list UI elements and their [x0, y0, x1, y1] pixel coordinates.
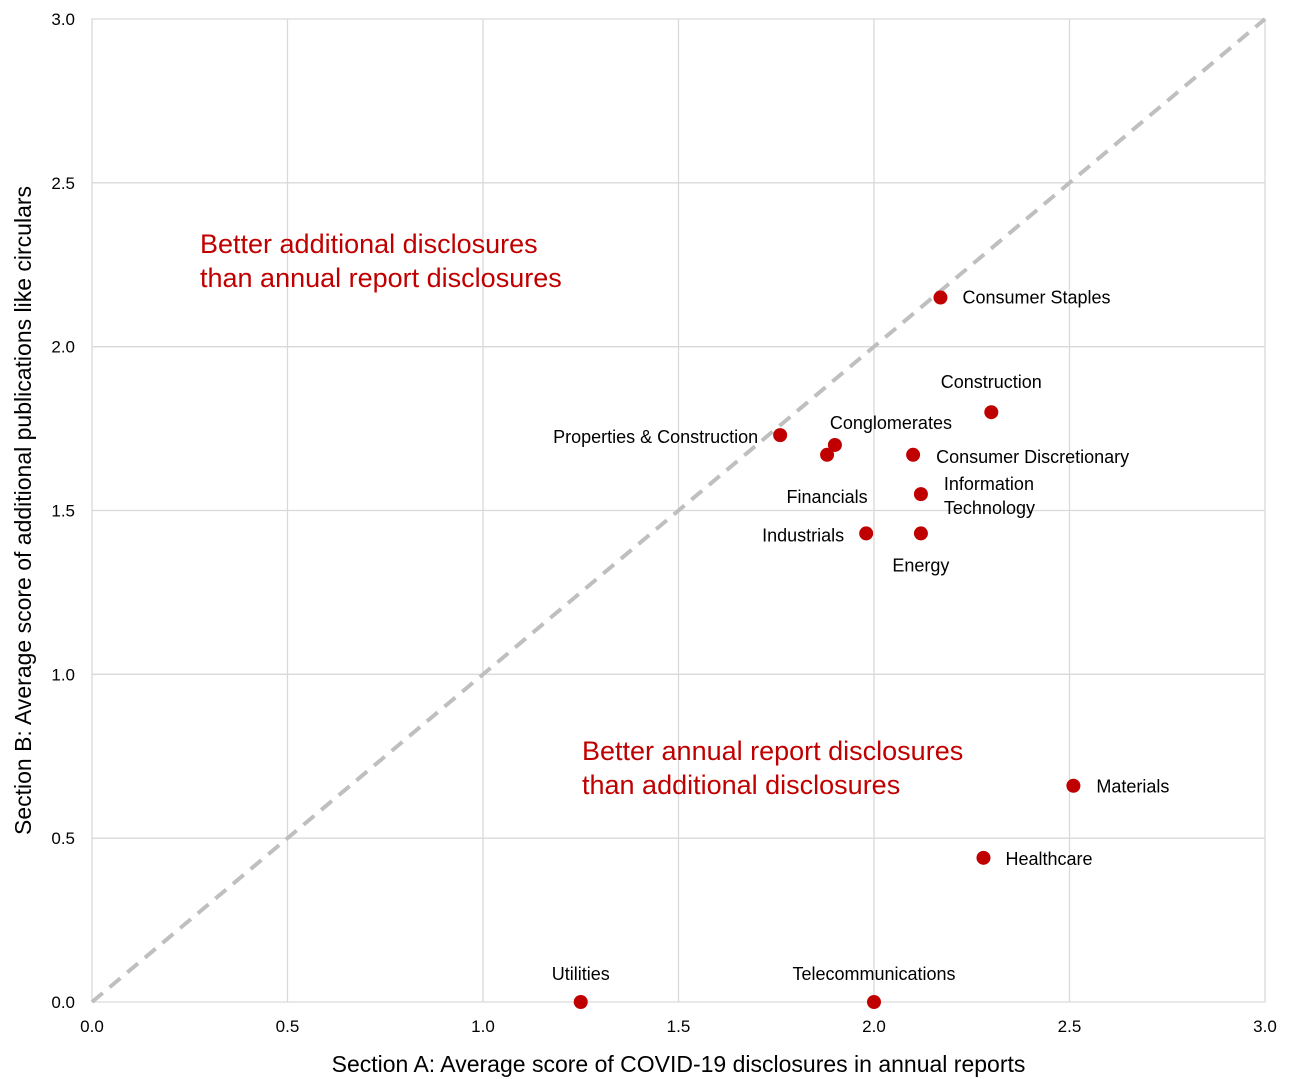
- x-tick-label: 2.0: [862, 1017, 886, 1036]
- x-tick-label: 2.5: [1058, 1017, 1082, 1036]
- region-annotation: Better additional disclosures than annual…: [200, 229, 562, 293]
- data-point-labels: Consumer Staples Construction Properties &…: [552, 288, 1170, 984]
- x-axis-title: Section A: Average score of COVID-19 dis…: [332, 1051, 1026, 1077]
- data-point-label-line: Construction: [941, 372, 1042, 392]
- region-annotation: Better annual report disclosures than add…: [582, 736, 963, 800]
- data-point-label: Energy: [892, 555, 949, 575]
- region-annotation-line: Better annual report disclosures: [582, 736, 963, 766]
- data-point-label: Construction: [941, 372, 1042, 392]
- data-point-label-line: Industrials: [762, 525, 844, 545]
- region-annotation-line: than additional disclosures: [582, 770, 900, 800]
- data-point-label-line: Utilities: [552, 964, 610, 984]
- data-point: [574, 995, 588, 1009]
- data-point-label: Utilities: [552, 964, 610, 984]
- data-point-label-line: Financials: [787, 487, 868, 507]
- data-point-label: Information Technology: [944, 474, 1035, 518]
- data-point: [933, 291, 947, 305]
- x-tick-label: 0.0: [80, 1017, 104, 1036]
- data-point: [914, 526, 928, 540]
- data-point-label-line: Information: [944, 474, 1034, 494]
- data-point-label: Healthcare: [1005, 849, 1092, 869]
- data-point-label-line: Technology: [944, 498, 1035, 518]
- data-point-label-line: Conglomerates: [830, 413, 952, 433]
- data-point-label: Properties & Construction: [553, 427, 758, 447]
- region-annotation-line: Better additional disclosures: [200, 229, 538, 259]
- data-point-label: Consumer Discretionary: [936, 447, 1129, 467]
- x-tick-label: 1.5: [667, 1017, 691, 1036]
- data-point-label-line: Energy: [892, 555, 949, 575]
- y-tick-label: 3.0: [51, 10, 75, 29]
- data-point: [914, 487, 928, 501]
- x-axis-tick-labels: 0.0 0.5 1.0 1.5 2.0 2.5 3.0: [80, 1017, 1277, 1036]
- data-point: [773, 428, 787, 442]
- x-tick-label: 3.0: [1253, 1017, 1277, 1036]
- data-point-label: Consumer Staples: [962, 288, 1110, 308]
- y-tick-label: 1.5: [51, 502, 75, 521]
- data-point: [984, 405, 998, 419]
- data-point-label-line: Properties & Construction: [553, 427, 758, 447]
- data-point-label: Telecommunications: [792, 964, 955, 984]
- data-points: [574, 291, 1081, 1009]
- y-tick-label: 0.5: [51, 829, 75, 848]
- data-point-label: Industrials: [762, 525, 844, 545]
- x-tick-label: 0.5: [276, 1017, 300, 1036]
- data-point-label-line: Consumer Staples: [962, 288, 1110, 308]
- y-axis-tick-labels: 0.0 0.5 1.0 1.5 2.0 2.5 3.0: [51, 10, 75, 1012]
- y-tick-label: 0.0: [51, 993, 75, 1012]
- data-point: [859, 526, 873, 540]
- y-axis-title: Section B: Average score of additional p…: [10, 186, 36, 835]
- region-annotations: Better additional disclosures than annual…: [200, 229, 963, 800]
- x-tick-label: 1.0: [471, 1017, 495, 1036]
- data-point: [867, 995, 881, 1009]
- data-point-label-line: Materials: [1096, 777, 1169, 797]
- data-point: [820, 448, 834, 462]
- data-point-label: Conglomerates: [830, 413, 952, 433]
- data-point: [1066, 779, 1080, 793]
- data-point-label-line: Telecommunications: [792, 964, 955, 984]
- y-tick-label: 1.0: [51, 665, 75, 684]
- data-point: [976, 851, 990, 865]
- data-point-label: Financials: [787, 487, 868, 507]
- data-point: [906, 448, 920, 462]
- data-point-label-line: Consumer Discretionary: [936, 447, 1129, 467]
- data-point-label-line: Healthcare: [1005, 849, 1092, 869]
- data-point-label: Materials: [1096, 777, 1169, 797]
- y-tick-label: 2.5: [51, 174, 75, 193]
- y-tick-label: 2.0: [51, 338, 75, 357]
- region-annotation-line: than annual report disclosures: [200, 263, 562, 293]
